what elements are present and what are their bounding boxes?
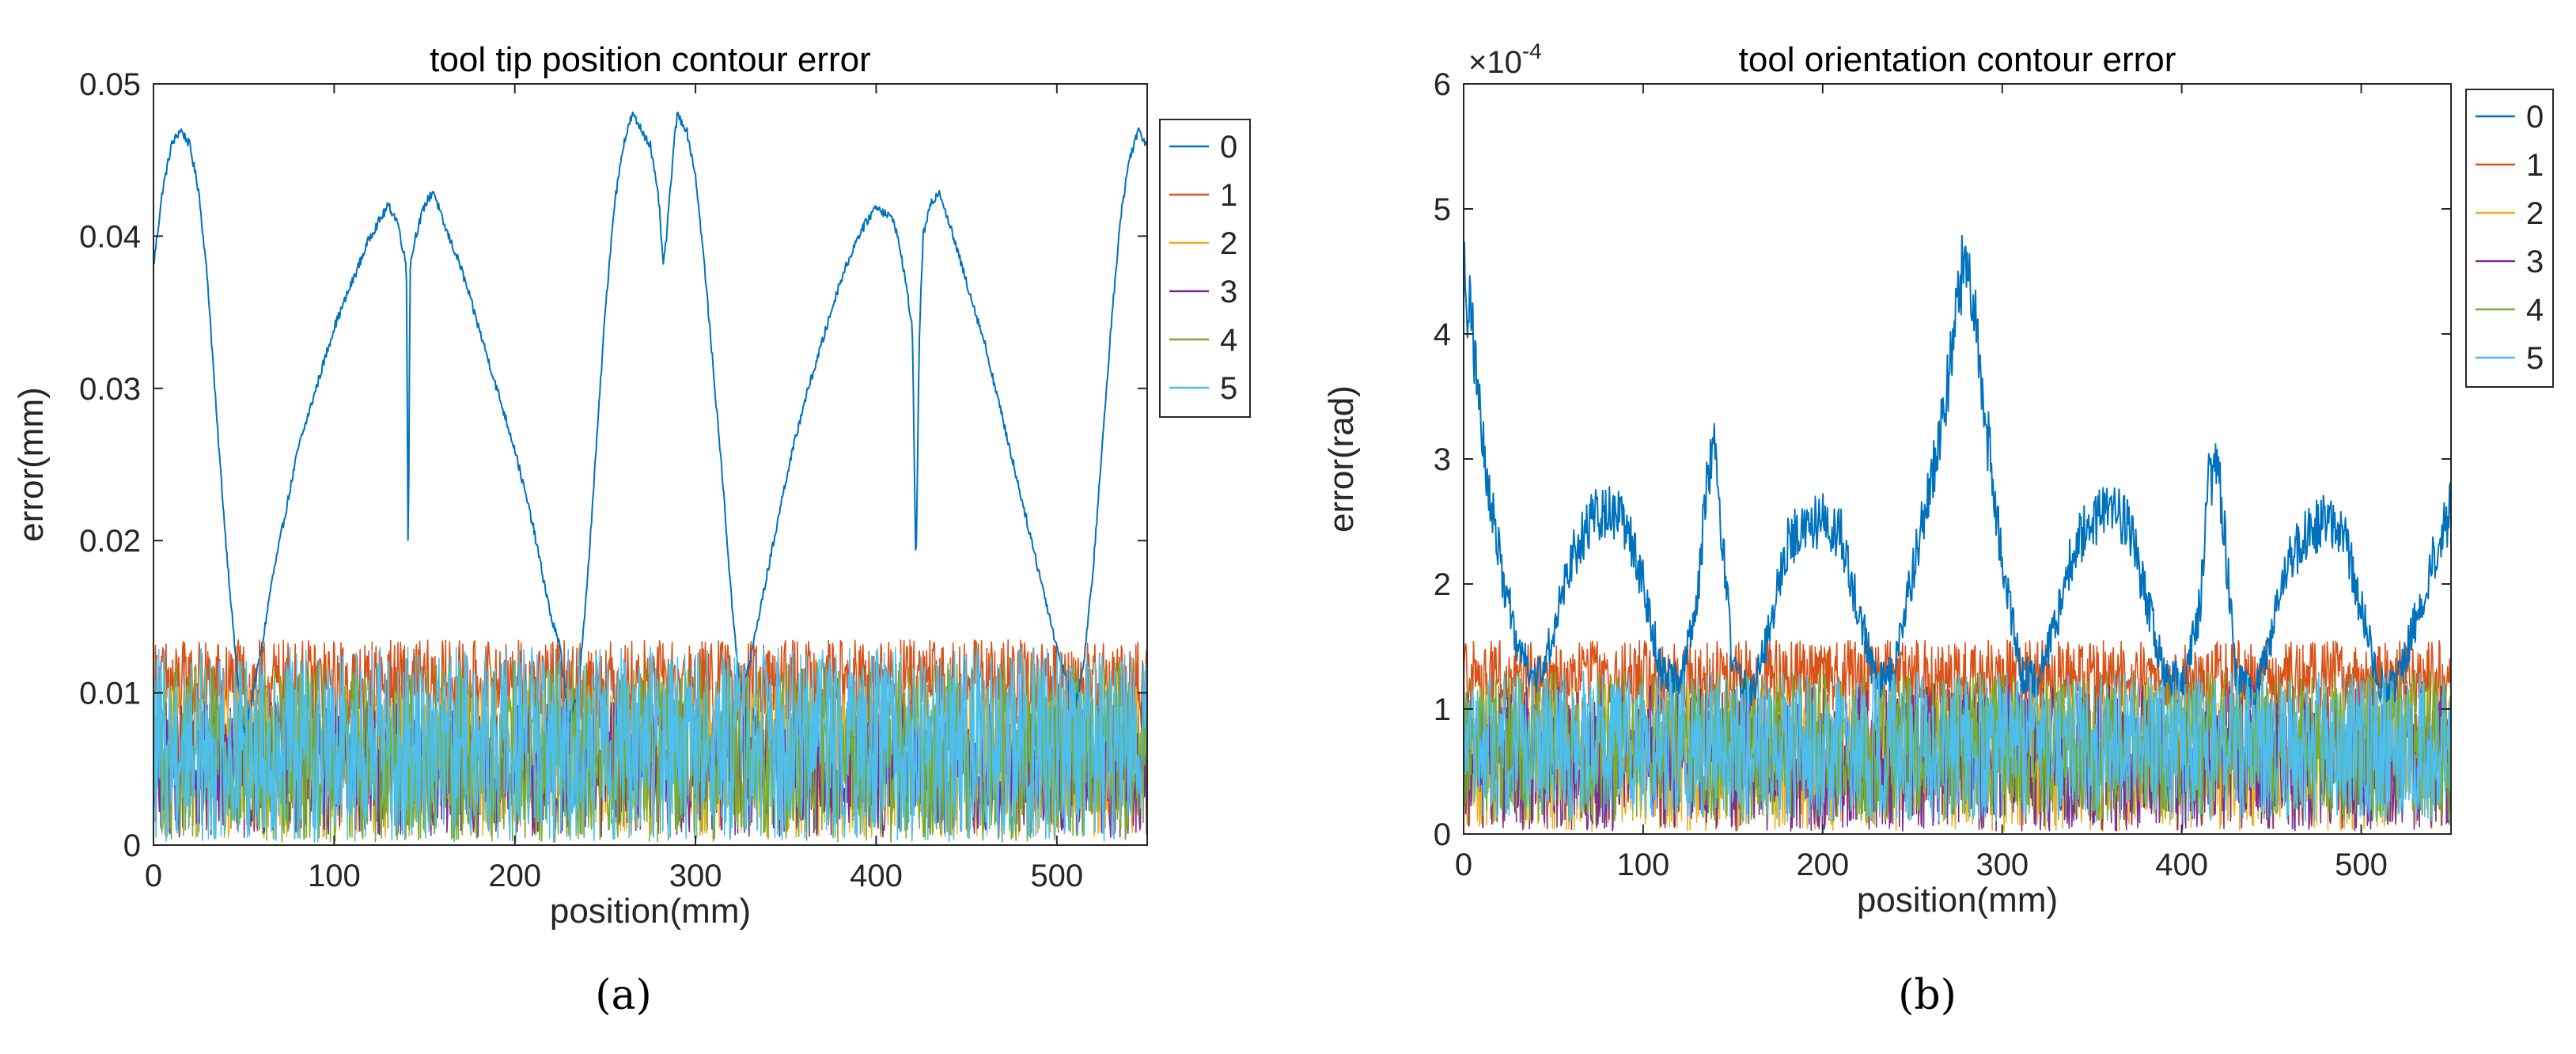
y-tick-label: 2 xyxy=(1434,567,1451,602)
legend-label-2: 2 xyxy=(2526,196,2544,231)
legend-label-0: 0 xyxy=(1220,130,1237,165)
legend: 0 1 2 3 4 5 xyxy=(1159,119,1251,418)
legend: 0 1 2 3 4 5 xyxy=(2465,89,2554,388)
x-tick-label: 100 xyxy=(1617,847,1670,882)
series-line-0 xyxy=(153,111,1147,739)
x-tick-label: 0 xyxy=(1455,847,1472,882)
x-tick-label: 200 xyxy=(488,859,541,893)
y-tick-label: 4 xyxy=(1434,317,1451,352)
legend-label-4: 4 xyxy=(1220,323,1237,358)
legend-label-5: 5 xyxy=(2526,341,2544,376)
y-tick-label: 0.02 xyxy=(79,524,141,559)
x-tick-label: 500 xyxy=(1030,859,1083,893)
y-tick-label: 3 xyxy=(1434,442,1451,477)
x-axis-label: position(mm) xyxy=(1857,881,2058,919)
legend-label-3: 3 xyxy=(2526,245,2544,279)
y-tick-label: 0.04 xyxy=(79,219,141,254)
legend-label-1: 1 xyxy=(1220,178,1237,213)
chart-panel-a: 0 100 200 300 400 500 0 0.01 0.02 0.03 0.04 0.05 too… xyxy=(12,40,1251,931)
legend-box xyxy=(1159,119,1251,418)
legend-label-3: 3 xyxy=(1220,275,1237,309)
y-axis-label: error(mm) xyxy=(12,387,51,542)
y-tick-label: 0 xyxy=(123,828,141,863)
legend-box xyxy=(2465,89,2554,388)
legend-label-0: 0 xyxy=(2526,100,2544,135)
x-tick-label: 300 xyxy=(669,859,722,893)
y-tick-label: 5 xyxy=(1434,192,1451,227)
x-tick-label: 0 xyxy=(145,859,162,893)
legend-label-4: 4 xyxy=(2526,293,2544,328)
y-tick-label: 0.01 xyxy=(79,677,141,711)
series-line-5 xyxy=(1464,670,2451,822)
panel-a-caption: (a) xyxy=(595,972,652,1019)
chart-panel-b: 0 100 200 300 400 500 0 1 2 3 4 5 6 ×10-4 tool orienta… xyxy=(1322,39,2554,919)
x-tick-label: 200 xyxy=(1796,847,1849,882)
x-tick-label: 500 xyxy=(2335,847,2388,882)
panel-b-caption: (b) xyxy=(1898,972,1957,1019)
x-tick-label: 400 xyxy=(850,859,903,893)
plot-series xyxy=(1464,234,2451,832)
x-axis-label: position(mm) xyxy=(550,892,751,931)
series-line-5 xyxy=(153,646,1147,843)
legend-label-2: 2 xyxy=(1220,226,1237,261)
y-tick-label: 1 xyxy=(1434,692,1451,727)
y-exponent-label: ×10-4 xyxy=(1468,39,1542,80)
x-tick-label: 300 xyxy=(1976,847,2029,882)
plot-series xyxy=(153,111,1147,843)
axes-frame xyxy=(153,83,1148,846)
legend-label-1: 1 xyxy=(2526,148,2544,183)
y-axis-label: error(rad) xyxy=(1322,385,1361,533)
chart-title: tool orientation contour error xyxy=(1739,40,2176,79)
y-tick-label: 6 xyxy=(1434,67,1451,102)
y-tick-label: 0.05 xyxy=(79,67,141,102)
y-tick-label: 0.03 xyxy=(79,372,141,407)
y-tick-label: 0 xyxy=(1434,817,1451,852)
x-tick-label: 100 xyxy=(308,859,361,893)
series-line-0 xyxy=(1464,234,2451,710)
legend-label-5: 5 xyxy=(1220,371,1237,406)
chart-title: tool tip position contour error xyxy=(430,40,871,79)
x-tick-label: 400 xyxy=(2155,847,2208,882)
